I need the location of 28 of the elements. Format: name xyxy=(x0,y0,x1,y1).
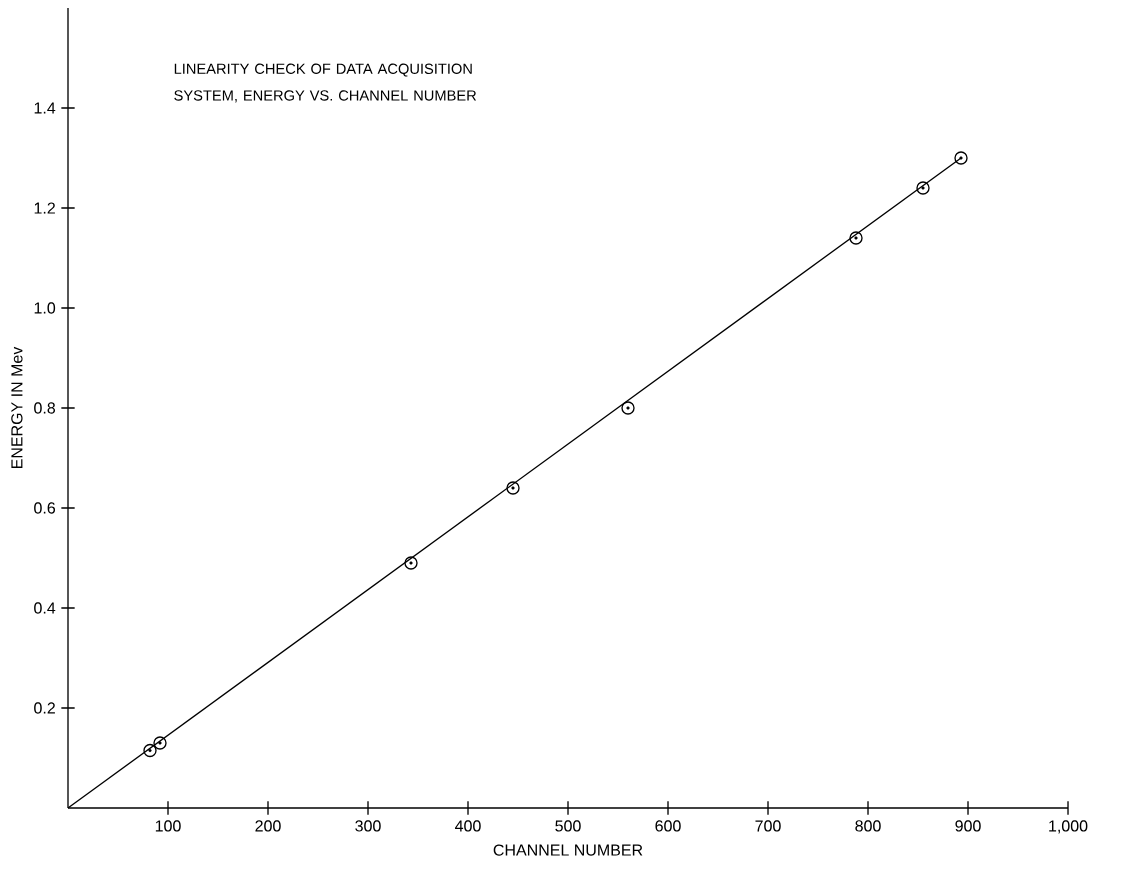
x-tick-label: 200 xyxy=(255,820,281,832)
point xyxy=(954,151,968,165)
point xyxy=(506,481,520,495)
x-tick-label: 400 xyxy=(455,820,481,832)
x-tick-label: 100 xyxy=(155,820,181,832)
y-tick-label: 1.4 xyxy=(34,102,56,114)
x-tick-label: 500 xyxy=(555,820,581,832)
y-tick-label: 1.2 xyxy=(34,202,55,214)
point xyxy=(404,556,418,570)
x-tick-label: 600 xyxy=(655,820,681,832)
text: LINEARITY CHECK OF DATA ACQUISITION SYSTEM, ENERGY VS. CHANNEL NUMBER xyxy=(174,63,477,103)
point xyxy=(916,181,930,195)
x-tick-label: 300 xyxy=(355,820,381,832)
x-tick-label: 1,000 xyxy=(1049,820,1088,834)
x-tick-label: 800 xyxy=(855,820,881,832)
point xyxy=(153,736,167,750)
x-tick-label: 700 xyxy=(755,820,781,832)
x-tick-label: 900 xyxy=(955,820,981,832)
point xyxy=(849,231,863,245)
y-tick-label: 0.6 xyxy=(34,502,56,514)
point xyxy=(143,743,157,758)
point xyxy=(621,401,635,415)
x-axis-title: CHANNEL NUMBER xyxy=(493,844,643,856)
y-axis-title: ENERGY IN Mev xyxy=(11,346,23,469)
y-tick-label: 0.8 xyxy=(34,402,56,414)
y-tick-label: 0.4 xyxy=(34,602,56,614)
y-tick-label: 0.2 xyxy=(34,702,55,714)
y-tick-label: 1.0 xyxy=(34,302,56,314)
